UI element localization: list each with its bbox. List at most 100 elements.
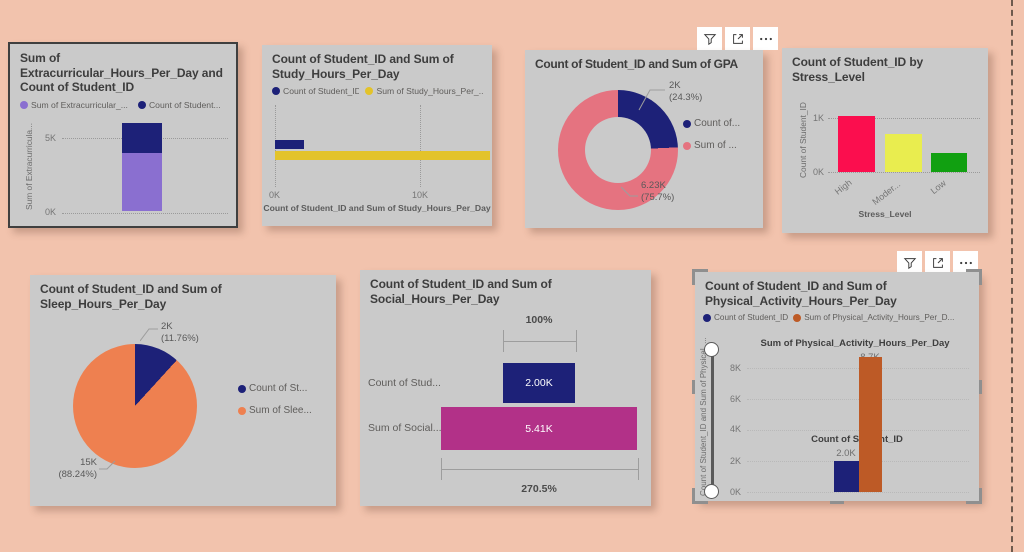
visual-title: Count of Student_ID and Sum of Sleep_Hou… bbox=[40, 282, 222, 311]
visual-stress-column[interactable]: Count of Student_ID by Stress_Level Coun… bbox=[782, 48, 988, 233]
funnel-connector-line bbox=[503, 341, 577, 342]
funnel-bar-value: 2.00K bbox=[525, 377, 553, 389]
bar-count-student[interactable] bbox=[275, 140, 304, 149]
funnel-bottom-percent: 270.5% bbox=[521, 483, 557, 495]
data-label: 2K (24.3%) bbox=[669, 80, 703, 103]
bar-count-student[interactable] bbox=[834, 461, 859, 492]
selection-handle-right[interactable] bbox=[979, 379, 982, 394]
selection-handle-left[interactable] bbox=[692, 379, 695, 394]
data-label: 6.23K (75.7%) bbox=[641, 180, 675, 203]
legend: Count of St... Sum of Slee... bbox=[238, 383, 312, 416]
legend-label: Sum of Extracurricular_... bbox=[31, 99, 128, 110]
gridline bbox=[747, 368, 969, 369]
visual-title: Count of Student_ID and Sum of GPA bbox=[535, 57, 738, 71]
bar-segment-sum-extracurricular[interactable] bbox=[122, 152, 162, 211]
more-options-icon bbox=[959, 261, 972, 264]
donut-hole bbox=[585, 117, 651, 183]
legend-label: Count of Student_ID bbox=[714, 313, 789, 323]
focus-mode-icon-button[interactable] bbox=[725, 27, 750, 50]
callout-line bbox=[621, 186, 638, 197]
focus-mode-icon-button[interactable] bbox=[925, 251, 950, 274]
y-tick: 6K bbox=[729, 394, 741, 404]
data-label: 15K (88.24%) bbox=[58, 457, 97, 480]
legend-swatch bbox=[703, 313, 711, 322]
legend: Count of Student_ID Sum of Physical_Acti… bbox=[695, 310, 979, 322]
funnel-bar-sum-social[interactable]: 5.41K bbox=[441, 407, 637, 450]
x-category-label: Moder... bbox=[870, 179, 903, 207]
y-tick: 4K bbox=[729, 424, 741, 434]
gridline bbox=[747, 399, 969, 400]
callout-line bbox=[638, 89, 665, 111]
gridline bbox=[747, 492, 969, 493]
visual-extracurricular-stacked-column[interactable]: Sum of Extracurricular_Hours_Per_Day and… bbox=[8, 42, 238, 228]
filter-icon-button[interactable] bbox=[697, 27, 722, 50]
slider-handle-top[interactable] bbox=[704, 342, 719, 357]
legend-item[interactable]: Sum of Physical_Activity_Hours_Per_D... bbox=[793, 313, 954, 322]
legend-item[interactable]: Count of Student... bbox=[137, 100, 221, 110]
focus-mode-icon bbox=[932, 257, 943, 268]
visual-title: Count of Student_ID and Sum of Study_Hou… bbox=[272, 52, 454, 81]
funnel-top-percent: 100% bbox=[525, 314, 553, 326]
legend-label: Sum of Study_Hours_Per_... bbox=[376, 86, 484, 97]
x-tick: 0K bbox=[269, 190, 281, 200]
visual-title: Count of Student_ID and Sum of Social_Ho… bbox=[370, 277, 552, 306]
bar-segment-count-student[interactable] bbox=[122, 122, 162, 153]
data-label-series-name: Sum of Physical_Activity_Hours_Per_Day bbox=[760, 338, 950, 349]
legend-item[interactable]: Count of St... bbox=[238, 383, 312, 394]
y-tick: 5K bbox=[44, 133, 56, 143]
funnel-connector bbox=[502, 330, 578, 352]
bar-moderate[interactable] bbox=[885, 134, 922, 172]
data-label: 2K (11.76%) bbox=[161, 321, 199, 344]
filter-icon bbox=[703, 33, 716, 45]
funnel-category-label: Count of Stud... bbox=[368, 377, 441, 389]
legend: Sum of Extracurricular_... Count of Stud… bbox=[10, 97, 236, 110]
visual-social-funnel[interactable]: Count of Student_ID and Sum of Social_Ho… bbox=[360, 270, 651, 506]
visual-physical-column[interactable]: Count of Student_ID and Sum of Physical_… bbox=[692, 269, 982, 504]
legend-item[interactable]: Sum of Extracurricular_... bbox=[20, 100, 128, 110]
visual-gpa-donut[interactable]: Count of Student_ID and Sum of GPA 2K (2… bbox=[525, 50, 763, 228]
pie-chart[interactable] bbox=[73, 344, 197, 468]
legend-swatch bbox=[793, 313, 802, 322]
filter-icon bbox=[903, 257, 916, 269]
selection-corner-top-right[interactable] bbox=[966, 269, 982, 285]
funnel-bar-value: 5.41K bbox=[525, 422, 553, 435]
legend-item[interactable]: Sum of Study_Hours_Per_... bbox=[365, 86, 484, 96]
filter-icon-button[interactable] bbox=[897, 251, 922, 274]
legend-swatch bbox=[20, 100, 28, 109]
bar-high[interactable] bbox=[838, 115, 875, 172]
funnel-connector bbox=[441, 458, 639, 480]
legend: Count of... Sum of ... bbox=[683, 118, 740, 151]
callout-line bbox=[140, 328, 158, 342]
visual-hover-toolbar-gpa bbox=[697, 27, 778, 50]
legend-swatch bbox=[683, 141, 691, 150]
legend-swatch bbox=[683, 119, 691, 128]
bar-sum-physical[interactable] bbox=[859, 357, 882, 492]
y-tick: 0K bbox=[729, 487, 741, 497]
y-tick: 0K bbox=[812, 167, 824, 177]
legend-label: Count of St... bbox=[249, 383, 308, 394]
legend-item[interactable]: Count of Student_ID bbox=[272, 86, 359, 96]
bar-stack bbox=[122, 122, 162, 211]
legend-item[interactable]: Count of... bbox=[683, 118, 740, 129]
legend-item[interactable]: Sum of ... bbox=[683, 140, 740, 151]
visual-sleep-pie[interactable]: Count of Student_ID and Sum of Sleep_Hou… bbox=[30, 275, 336, 506]
selection-handle-bottom[interactable] bbox=[830, 501, 844, 504]
legend-swatch bbox=[137, 100, 146, 109]
selection-corner-top-left[interactable] bbox=[692, 269, 708, 285]
more-options-icon-button[interactable] bbox=[753, 27, 778, 50]
legend-item[interactable]: Count of Student_ID bbox=[703, 313, 788, 322]
legend-label: Sum of Slee... bbox=[249, 405, 312, 416]
bar-low[interactable] bbox=[931, 153, 967, 172]
selection-corner-bottom-right[interactable] bbox=[966, 488, 982, 504]
visual-study-horizontal-bar[interactable]: Count of Student_ID and Sum of Study_Hou… bbox=[262, 45, 492, 226]
funnel-bar-count-student[interactable]: 2.00K bbox=[502, 363, 576, 403]
bar-sum-study-hours[interactable] bbox=[275, 151, 490, 160]
page-boundary-line bbox=[1011, 0, 1013, 552]
gridline bbox=[747, 430, 969, 431]
slider-handle-bottom[interactable] bbox=[704, 484, 719, 499]
legend-swatch bbox=[238, 384, 246, 393]
more-options-icon-button[interactable] bbox=[953, 251, 978, 274]
selection-corner-bottom-left[interactable] bbox=[692, 488, 708, 504]
legend-item[interactable]: Sum of Slee... bbox=[238, 405, 312, 416]
